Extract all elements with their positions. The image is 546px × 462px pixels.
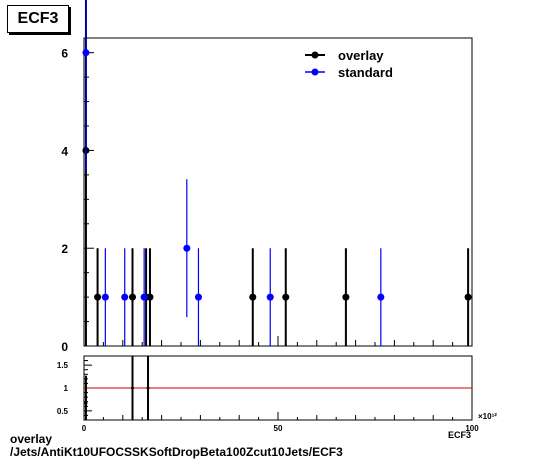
legend-standard-label: standard (338, 65, 393, 80)
legend-overlay-label: overlay (338, 48, 384, 63)
ratio-y-tick-label: 1.5 (57, 361, 69, 370)
data-point (282, 293, 290, 301)
data-point (377, 293, 385, 301)
data-point (129, 293, 136, 301)
data-point (140, 293, 148, 301)
data-point (94, 293, 102, 301)
x-axis-label: ECF3 (448, 430, 471, 440)
data-point (194, 293, 202, 301)
data-point (101, 293, 109, 301)
footer-path: /Jets/AntiKt10UFOCSSKSoftDropBeta100Zcut… (10, 445, 343, 459)
data-point (121, 293, 129, 301)
ratio-point (131, 386, 134, 390)
y-tick-label: 6 (61, 47, 68, 61)
legend: overlay standard (305, 48, 393, 80)
y-tick-label: 4 (61, 144, 68, 158)
data-point (342, 293, 350, 301)
ratio-x-tick-label: 0 (82, 424, 87, 433)
data-point (266, 293, 274, 301)
data-point (464, 293, 472, 301)
footer-line-1: overlay (10, 432, 53, 446)
data-point (249, 293, 257, 301)
main-axes: 0 2 4 6 (61, 47, 473, 354)
footer: overlay /Jets/AntiKt10UFOCSSKSoftDropBet… (10, 433, 343, 459)
ratio-y-tick-label: 0.5 (57, 407, 69, 416)
ratio-y-tick-label: 1 (64, 384, 69, 393)
ratio-point (146, 386, 150, 390)
legend-overlay-marker (311, 51, 319, 59)
ratio-data (84, 356, 472, 420)
ratio-x-tick-label: 50 (274, 424, 283, 433)
data-point (183, 244, 191, 252)
main-data (82, 0, 472, 346)
y-tick-label: 0 (61, 340, 68, 354)
ratio-point (84, 401, 88, 405)
x-exponent-label: ×10¹² (478, 412, 497, 421)
data-point (82, 49, 90, 57)
chart-title: ECF3 (7, 5, 69, 33)
ratio-x-tick-label: 100 (465, 424, 479, 433)
ratio-axes: 0.5 1 1.5 0 50 100 (57, 355, 479, 433)
y-tick-label: 2 (61, 242, 68, 256)
data-point (146, 293, 154, 301)
legend-standard-marker (311, 68, 319, 76)
